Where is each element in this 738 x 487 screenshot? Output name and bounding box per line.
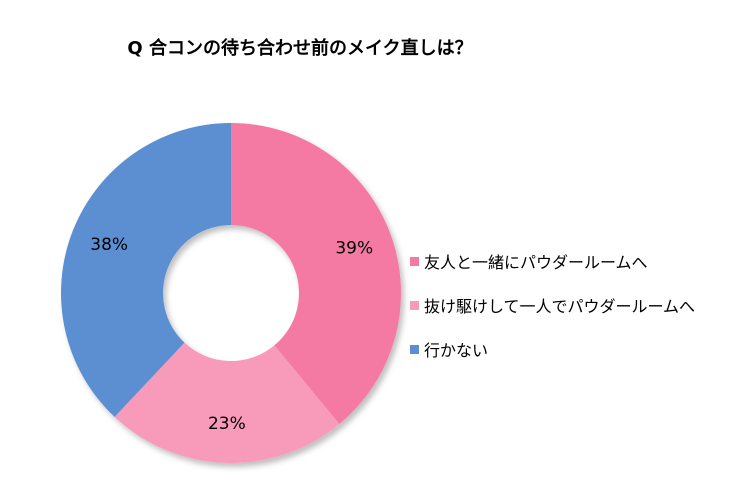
legend-label: 行かない: [424, 341, 489, 360]
legend-label: 抜け駆けして一人でパウダールームへ: [424, 297, 696, 316]
donut-slice: [61, 122, 231, 417]
legend-item: 抜け駆けして一人でパウダールームへ: [410, 294, 695, 316]
slice-value-label: 38%: [90, 235, 128, 255]
legend-item: 友人と一緒にパウダールームへ: [410, 250, 695, 272]
donut-slice: [231, 123, 402, 424]
legend-swatch: [410, 300, 419, 310]
slice-value-label: 39%: [335, 239, 373, 259]
legend-label: 友人と一緒にパウダールームへ: [424, 253, 648, 272]
legend-item: 行かない: [410, 338, 695, 360]
chart-title: Q 合コンの待ち合わせ前のメイク直しは？: [127, 38, 473, 59]
chart-legend: 友人と一緒にパウダールームへ抜け駆けして一人でパウダールームへ 行かない: [410, 250, 695, 382]
legend-swatch: [410, 344, 419, 354]
slice-value-label: 23%: [208, 414, 246, 434]
legend-swatch: [410, 256, 419, 266]
donut-slice: [114, 342, 340, 464]
